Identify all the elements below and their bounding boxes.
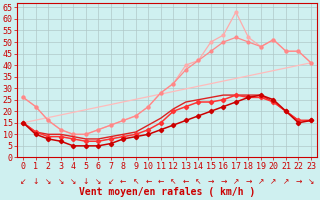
Text: ←: ← [183, 177, 189, 186]
Text: →: → [220, 177, 227, 186]
Text: ↙: ↙ [108, 177, 114, 186]
Text: ↘: ↘ [58, 177, 64, 186]
Text: →: → [208, 177, 214, 186]
Text: ↖: ↖ [170, 177, 177, 186]
Text: →: → [245, 177, 252, 186]
Text: ←: ← [158, 177, 164, 186]
Text: ↗: ↗ [233, 177, 239, 186]
Text: ↗: ↗ [270, 177, 276, 186]
Text: ↘: ↘ [308, 177, 314, 186]
Text: ↖: ↖ [195, 177, 202, 186]
Text: ↘: ↘ [95, 177, 101, 186]
Text: ↗: ↗ [258, 177, 264, 186]
Text: ↓: ↓ [83, 177, 89, 186]
Text: →: → [295, 177, 302, 186]
Text: ↘: ↘ [70, 177, 76, 186]
Text: ↙: ↙ [20, 177, 26, 186]
Text: ↓: ↓ [33, 177, 39, 186]
X-axis label: Vent moyen/en rafales ( km/h ): Vent moyen/en rafales ( km/h ) [79, 187, 255, 197]
Text: ↖: ↖ [132, 177, 139, 186]
Text: ←: ← [120, 177, 126, 186]
Text: ←: ← [145, 177, 151, 186]
Text: ↘: ↘ [45, 177, 52, 186]
Text: ↗: ↗ [283, 177, 289, 186]
